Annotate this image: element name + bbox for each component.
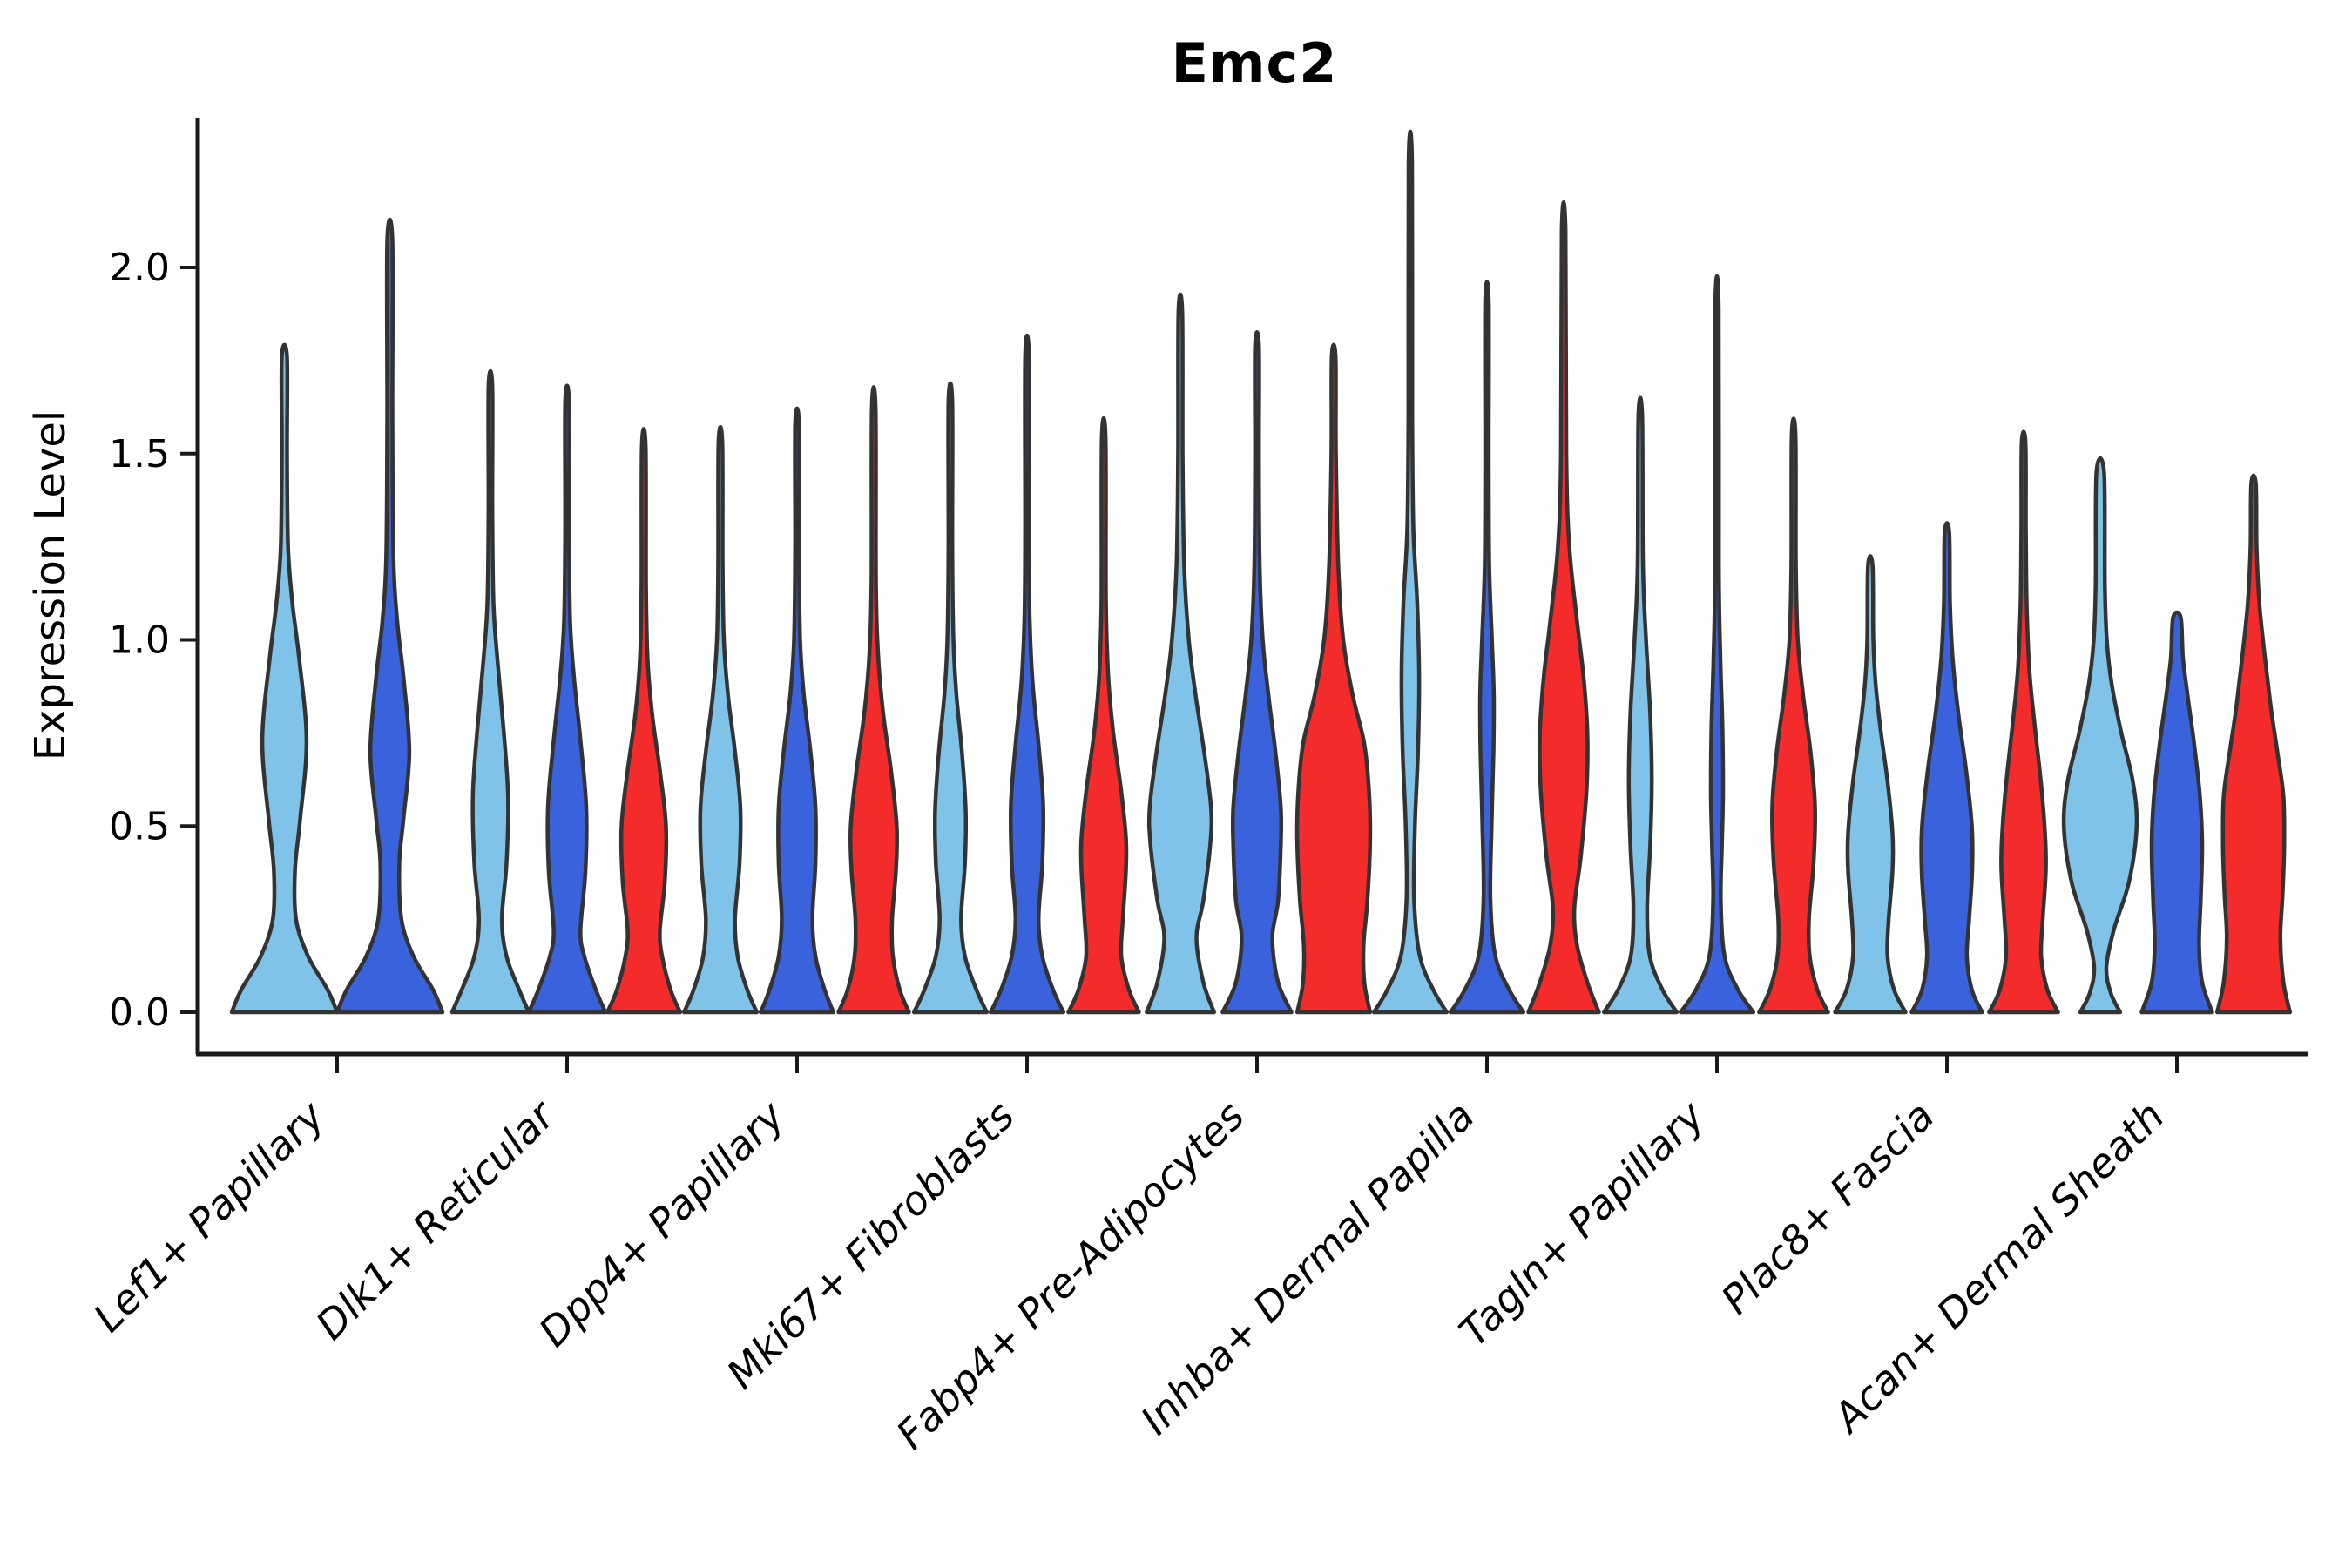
x-tick-label-2: Dpp4+ Papillary xyxy=(530,1092,794,1355)
violin-5-red xyxy=(1526,199,1601,1015)
y-tick-label: 0.5 xyxy=(109,804,170,848)
violin-8-dark_blue xyxy=(2139,610,2214,1015)
chart-title: Emc2 xyxy=(1171,31,1338,95)
x-tick-label-7: Plac8+ Fascia xyxy=(1712,1092,1943,1323)
violin-4-light_blue xyxy=(1145,292,1216,1015)
violin-6-red xyxy=(1757,416,1830,1015)
y-tick-label: 0.0 xyxy=(109,990,170,1035)
y-tick-label: 1.5 xyxy=(109,432,170,476)
violin-4-dark_blue xyxy=(1220,330,1294,1015)
violin-0-dark_blue xyxy=(335,218,445,1015)
violin-3-red xyxy=(1066,416,1141,1015)
violin-2-dark_blue xyxy=(758,406,836,1015)
violin-5-dark_blue xyxy=(1448,280,1526,1015)
x-tick-label-1: Dlk1+ Reticular xyxy=(307,1090,565,1348)
violin-3-dark_blue xyxy=(988,334,1066,1015)
x-tick-label-0: Lef1+ Papillary xyxy=(84,1092,334,1341)
y-tick-label: 1.0 xyxy=(109,618,170,663)
violin-7-light_blue xyxy=(1833,554,1908,1015)
violin-6-dark_blue xyxy=(1678,274,1756,1015)
violin-1-red xyxy=(605,427,683,1015)
violin-1-dark_blue xyxy=(526,383,608,1015)
violin-3-light_blue xyxy=(911,381,990,1015)
violin-5-light_blue xyxy=(1371,129,1450,1015)
x-tick-label-6: Tagln+ Papillary xyxy=(1450,1092,1713,1355)
violin-4-red xyxy=(1294,342,1373,1015)
violins-layer xyxy=(229,129,2293,1015)
violin-6-light_blue xyxy=(1601,395,1680,1015)
violin-8-light_blue xyxy=(2061,456,2139,1015)
violin-8-red xyxy=(2214,473,2293,1015)
violin-7-dark_blue xyxy=(1909,521,1984,1015)
violin-2-red xyxy=(836,385,911,1015)
violin-0-light_blue xyxy=(229,342,340,1015)
y-tick-label: 2.0 xyxy=(109,246,170,290)
violin-2-light_blue xyxy=(681,425,760,1015)
violin-7-red xyxy=(1987,429,2060,1015)
violin-1-light_blue xyxy=(449,368,531,1015)
